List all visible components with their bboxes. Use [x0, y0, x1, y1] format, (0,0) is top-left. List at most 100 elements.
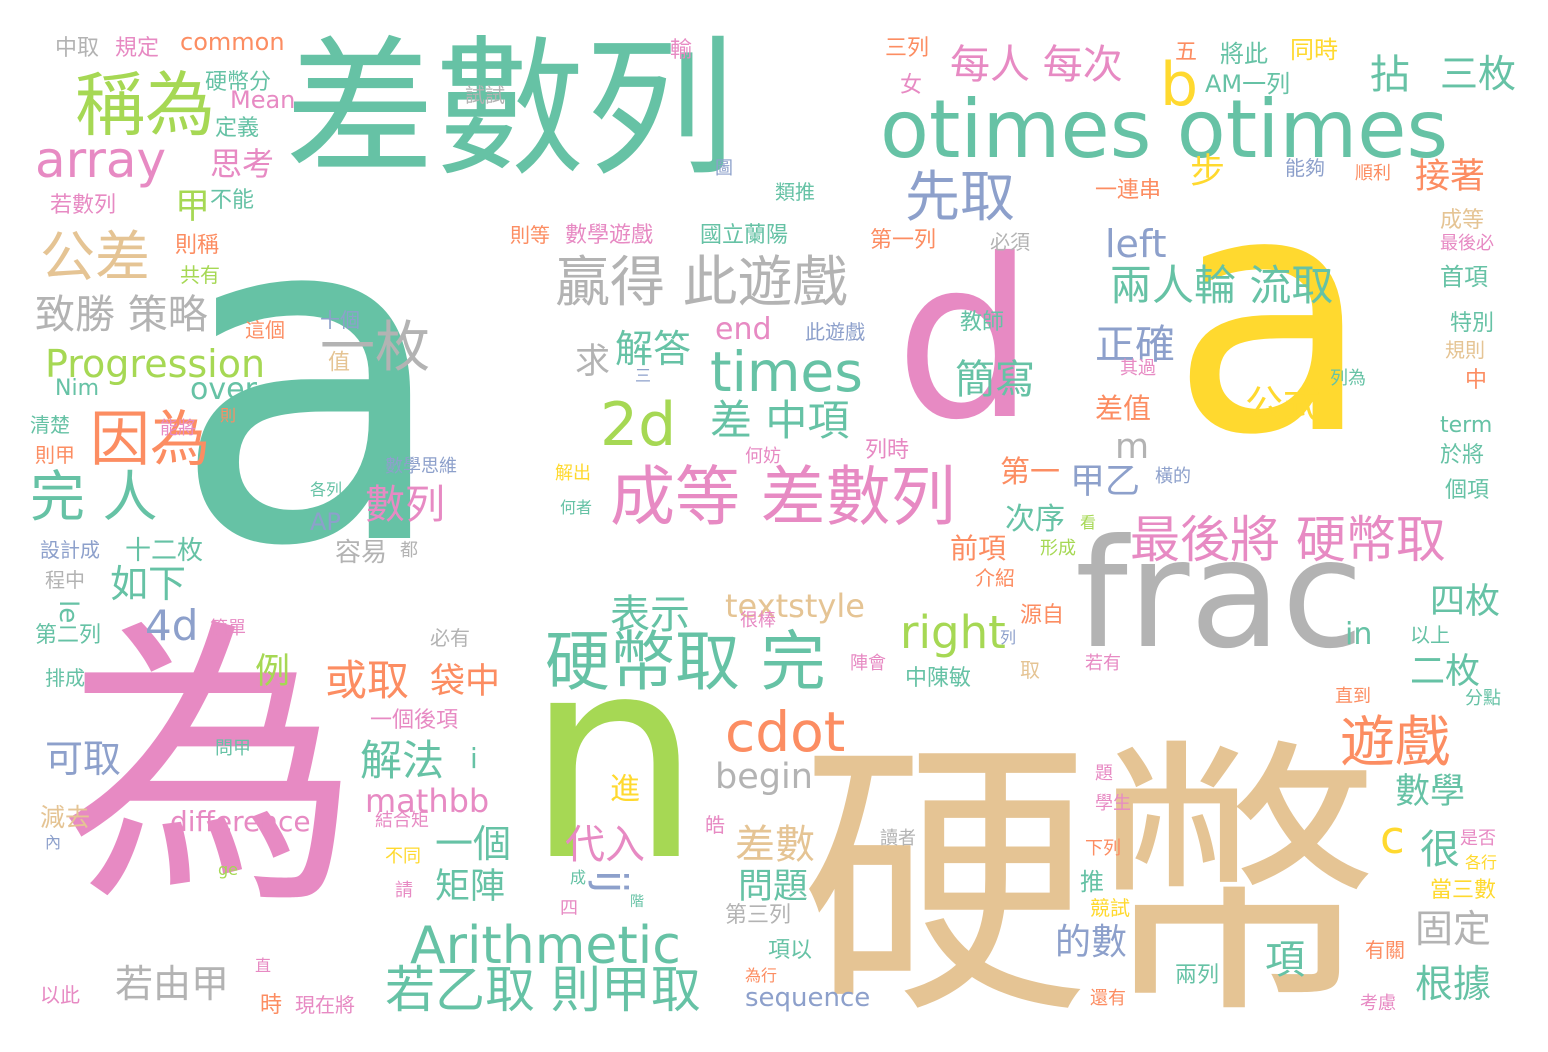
cloud-word: 袋中 [430, 662, 501, 702]
cloud-word: 十二枚 [125, 536, 204, 566]
cloud-word: d [895, 212, 1035, 468]
cloud-word: 讀者 [880, 828, 916, 849]
cloud-word: 十個 [320, 308, 360, 332]
cloud-word: le [53, 600, 83, 624]
cloud-word: 四 [560, 898, 578, 919]
cloud-word: begin [715, 757, 813, 797]
cloud-word: common [180, 28, 285, 56]
cloud-word: 中陳敏 [905, 666, 972, 691]
cloud-word: 推 [1080, 868, 1104, 896]
cloud-word: 定義 [215, 116, 260, 141]
cloud-word: 最後將 硬幣取 [1130, 511, 1446, 569]
cloud-word: 完 人 [30, 465, 158, 529]
cloud-word: frac [1075, 508, 1364, 682]
cloud-word: 試試 [465, 83, 505, 107]
cloud-word: end [715, 312, 772, 347]
cloud-word: right [900, 606, 1006, 659]
cloud-word: 皓 [705, 813, 725, 837]
cloud-word: 規定 [115, 36, 160, 61]
cloud-word: 則 [220, 406, 237, 425]
cloud-word: 若乙取 則甲取 [385, 961, 701, 1019]
cloud-word: 圖 [715, 158, 733, 179]
cloud-word: 簡單 [210, 618, 246, 639]
cloud-word: 稱為 [75, 64, 215, 146]
cloud-word: 列時 [865, 438, 910, 463]
cloud-word: 直 [255, 956, 272, 975]
cloud-word: 第一 [1000, 455, 1060, 490]
cloud-word: 成等 [1440, 208, 1485, 233]
cloud-word: 第三列 [725, 903, 792, 928]
cloud-word: 結合矩 [375, 810, 429, 831]
cloud-word: 代入 [565, 822, 645, 868]
cloud-word: 規則 [1445, 338, 1485, 362]
cloud-word: 解出 [555, 463, 591, 484]
cloud-word: mathbb [365, 782, 490, 820]
cloud-word: c [1380, 811, 1405, 864]
cloud-word: 中 [1465, 368, 1488, 393]
cloud-word: 差 中項 [710, 396, 850, 445]
cloud-word: 贏得 此遊戲 [555, 250, 848, 314]
cloud-word: 以上 [1410, 623, 1450, 647]
cloud-word: AP [310, 508, 341, 536]
cloud-word: cdot [725, 700, 846, 764]
cloud-word: 清楚 [30, 413, 70, 437]
cloud-word: 矩陣 [435, 867, 506, 907]
cloud-word: 則等 [510, 223, 550, 247]
cloud-word: 能夠 [1285, 156, 1325, 180]
cloud-word: 差數 [735, 822, 815, 868]
cloud-word: times [710, 340, 863, 404]
cloud-word: 值 [324, 350, 349, 372]
cloud-word: m [1115, 427, 1150, 467]
cloud-word: sequence [745, 983, 871, 1013]
cloud-word: 請 [395, 880, 413, 901]
cloud-word: 階 [630, 894, 644, 910]
cloud-word: 看 [1080, 513, 1097, 532]
cloud-word: 三列 [885, 36, 930, 61]
cloud-word: 思考 [210, 145, 275, 183]
cloud-word: 何者 [560, 498, 593, 517]
cloud-word: 現在將 [295, 993, 355, 1017]
cloud-word: 次序 [1005, 502, 1065, 537]
cloud-word: in [1345, 617, 1373, 652]
cloud-word: 第一列 [870, 228, 937, 253]
cloud-word: b [1160, 50, 1199, 120]
cloud-word: AM一列 [1205, 70, 1291, 98]
cloud-word: 為 [60, 595, 360, 944]
cloud-word: 步 [1190, 152, 1226, 192]
cloud-word: 各行 [1465, 853, 1498, 872]
cloud-word: 取 [1020, 658, 1040, 682]
cloud-word: 進 [610, 772, 640, 807]
cloud-word: 形成 [1040, 538, 1076, 559]
cloud-word: 甲乙 [1070, 462, 1141, 502]
cloud-word: 特別 [1450, 311, 1495, 336]
cloud-word: 下列 [1085, 838, 1121, 859]
cloud-word: 中取 [55, 36, 100, 61]
cloud-word: 兩人輪 流取 [1110, 261, 1334, 310]
cloud-word: 共有 [180, 263, 220, 287]
cloud-word: 第二列 [35, 623, 102, 648]
cloud-word: 程中 [45, 568, 85, 592]
cloud-word: 考慮 [1360, 993, 1396, 1014]
cloud-word: ij [587, 870, 636, 894]
cloud-word: 硬幣 [800, 716, 1380, 1052]
cloud-word: 如下 [110, 562, 187, 606]
cloud-word: 最後必 [1440, 233, 1494, 254]
cloud-word: 容易 [335, 538, 388, 568]
cloud-word: 每人 每次 [950, 42, 1123, 88]
cloud-word: 很 [1420, 827, 1460, 873]
cloud-word: 排成 [45, 666, 85, 690]
cloud-word: 問題 [738, 867, 809, 907]
cloud-word: 必有 [430, 626, 470, 650]
cloud-word: otimes otimes [880, 83, 1449, 176]
cloud-word: 橫的 [1155, 466, 1191, 487]
cloud-word: 表示 [610, 592, 690, 638]
cloud-word: 公式 [1245, 382, 1322, 426]
cloud-word: textstyle [725, 587, 865, 625]
cloud-word: 固定 [1415, 907, 1492, 951]
cloud-word: 解答 [615, 327, 692, 371]
cloud-word: i [470, 742, 478, 775]
cloud-word: 將此 [1220, 40, 1268, 68]
cloud-word: 項以 [768, 938, 813, 963]
cloud-word: 教師 [960, 310, 1005, 335]
cloud-word: n [525, 597, 703, 923]
